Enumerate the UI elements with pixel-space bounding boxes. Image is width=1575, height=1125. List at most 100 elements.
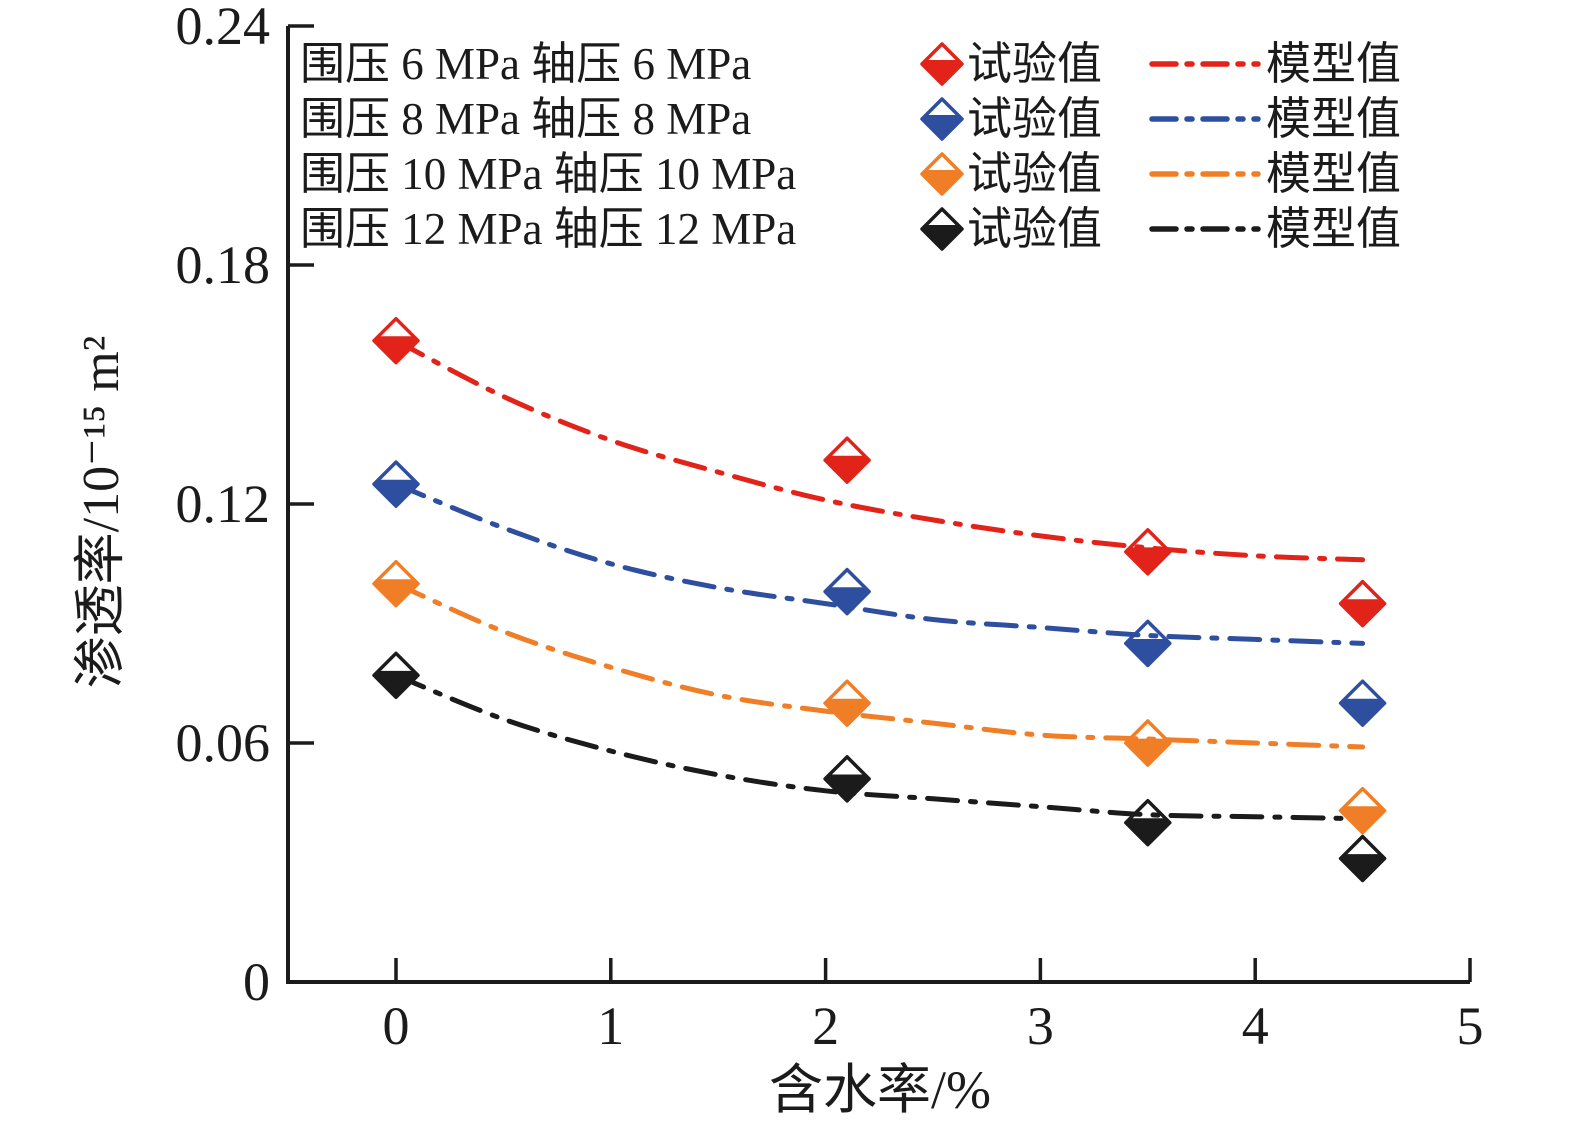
data-point-marker <box>823 755 871 803</box>
legend-model-label: 模型值 <box>1266 94 1401 144</box>
model-curve <box>393 338 1366 563</box>
data-point-marker <box>1338 834 1387 883</box>
legend-test-label: 试验值 <box>967 39 1102 89</box>
marker-outline <box>1124 528 1172 576</box>
marker-bottom-fill <box>1125 547 1170 574</box>
legend-test-marker-icon <box>920 207 964 251</box>
marker-bottom-fill <box>374 670 418 698</box>
y-axis-title: 渗透率/10⁻¹⁵ m² <box>73 336 130 689</box>
data-point-marker <box>372 316 420 365</box>
legend-row: 围压 12 MPa 轴压 12 MPa 试验值 模型值 <box>300 204 1401 254</box>
model-curve <box>393 481 1366 646</box>
axis-lines <box>286 26 1470 984</box>
test-points-series <box>372 651 1387 883</box>
marker-outline <box>1338 679 1387 727</box>
marker-outline <box>1124 619 1172 668</box>
marker-bottom-fill <box>922 225 962 249</box>
marker-bottom-fill <box>825 587 870 614</box>
x-axis-title: 含水率/% <box>769 1060 991 1120</box>
y-tick-label: 0.24 <box>176 0 271 56</box>
legend-row: 围压 8 MPa 轴压 8 MPa 试验值 模型值 <box>300 94 1401 144</box>
x-tick-label: 1 <box>597 996 624 1056</box>
x-tick-label: 5 <box>1457 996 1484 1056</box>
legend-model-label: 模型值 <box>1266 149 1401 199</box>
marker-outline <box>1338 834 1387 883</box>
x-tick-label: 0 <box>383 996 410 1056</box>
legend-test-label: 试验值 <box>967 204 1102 254</box>
marker-outline <box>372 559 420 608</box>
data-point-marker <box>372 460 420 508</box>
legend-series-name: 围压 10 MPa 轴压 10 MPa <box>300 149 796 199</box>
y-tick-label: 0 <box>243 952 270 1012</box>
marker-outline <box>1338 786 1387 835</box>
marker-bottom-fill <box>922 170 962 194</box>
y-tick-label: 0.06 <box>176 713 271 773</box>
marker-outline <box>372 460 420 508</box>
model-curve <box>393 672 1366 822</box>
data-point-marker <box>823 567 871 616</box>
marker-bottom-fill <box>1340 854 1385 881</box>
data-point-marker <box>1124 798 1172 847</box>
marker-bottom-fill <box>1340 698 1385 726</box>
test-points-series <box>372 316 1387 628</box>
x-tick-label: 3 <box>1027 996 1054 1056</box>
marker-outline <box>920 207 964 251</box>
marker-outline <box>920 97 964 141</box>
marker-bottom-fill <box>1340 599 1385 626</box>
legend-series-name: 围压 12 MPa 轴压 12 MPa <box>300 204 796 254</box>
legend-test-label: 试验值 <box>967 149 1102 199</box>
marker-bottom-fill <box>1125 639 1170 666</box>
legend-series-name: 围压 8 MPa 轴压 8 MPa <box>300 94 751 144</box>
marker-bottom-fill <box>374 579 418 606</box>
marker-outline <box>1338 579 1387 628</box>
data-point-marker <box>1338 579 1387 628</box>
legend-test-marker-icon <box>920 42 964 86</box>
data-point-marker <box>823 436 871 484</box>
marker-bottom-fill <box>1125 738 1170 765</box>
legend-row: 围压 6 MPa 轴压 6 MPa 试验值 模型值 <box>300 39 1401 89</box>
marker-bottom-fill <box>374 479 418 507</box>
x-tick-label: 2 <box>812 996 839 1056</box>
marker-bottom-fill <box>825 774 870 801</box>
data-point-marker <box>1124 719 1172 767</box>
legend-test-marker-icon <box>920 97 964 141</box>
model-curve <box>393 581 1366 750</box>
test-points-series <box>372 559 1387 835</box>
x-tick-label: 4 <box>1242 996 1269 1056</box>
marker-outline <box>1124 719 1172 767</box>
legend-test-marker-icon <box>920 152 964 196</box>
marker-outline <box>823 567 871 616</box>
marker-outline <box>1124 798 1172 847</box>
marker-outline <box>372 316 420 365</box>
marker-outline <box>920 152 964 196</box>
marker-bottom-fill <box>922 60 962 84</box>
marker-outline <box>920 42 964 86</box>
marker-outline <box>823 436 871 484</box>
legend-model-label: 模型值 <box>1266 204 1401 254</box>
data-point-marker <box>823 679 871 727</box>
marker-bottom-fill <box>374 336 418 363</box>
legend-row: 围压 10 MPa 轴压 10 MPa 试验值 模型值 <box>300 149 1401 199</box>
marker-bottom-fill <box>825 455 870 483</box>
marker-bottom-fill <box>825 698 870 726</box>
data-point-marker <box>1124 528 1172 576</box>
data-point-marker <box>1124 619 1172 668</box>
marker-outline <box>823 755 871 803</box>
data-point-marker <box>1338 679 1387 727</box>
marker-bottom-fill <box>922 115 962 139</box>
marker-outline <box>372 651 420 700</box>
legend-test-label: 试验值 <box>967 94 1102 144</box>
legend-model-label: 模型值 <box>1266 39 1401 89</box>
legend-series-name: 围压 6 MPa 轴压 6 MPa <box>300 39 751 89</box>
data-point-marker <box>372 651 420 700</box>
marker-outline <box>823 679 871 727</box>
data-point-marker <box>372 559 420 608</box>
marker-bottom-fill <box>1125 818 1170 845</box>
data-point-marker <box>1338 786 1387 835</box>
y-tick-label: 0.18 <box>176 235 271 295</box>
marker-bottom-fill <box>1340 806 1385 833</box>
y-tick-label: 0.12 <box>176 474 271 534</box>
